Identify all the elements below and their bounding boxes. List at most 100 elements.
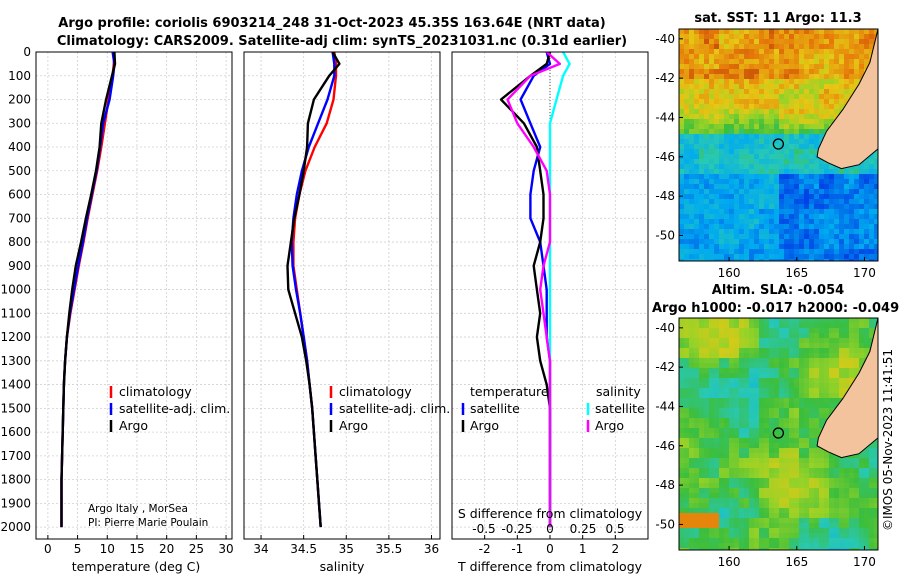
map-cell [699, 473, 705, 479]
map-cell [854, 169, 860, 175]
map-cell [874, 483, 878, 489]
map-cell [824, 318, 830, 324]
map-cell [704, 74, 710, 80]
map-cell [709, 493, 715, 499]
map-cell [759, 169, 765, 175]
map-cell [794, 403, 800, 409]
map-cell [819, 368, 825, 374]
map-cell [779, 548, 785, 550]
map-cell [724, 39, 730, 45]
map-cell [849, 189, 855, 195]
map-cell [694, 119, 700, 125]
map-cell [784, 388, 790, 394]
map-cell [849, 528, 855, 534]
map-cell [694, 104, 700, 110]
map-cell [714, 239, 720, 245]
map-cell [704, 44, 710, 50]
map-cell [809, 413, 815, 419]
map-cell [789, 363, 795, 369]
map-cell [684, 463, 690, 469]
map-cell [714, 498, 720, 504]
map-cell [804, 124, 810, 130]
map-cell [714, 463, 720, 469]
map-cell [779, 448, 785, 454]
map-cell [799, 518, 805, 524]
map-cell [704, 443, 710, 449]
map-cell [744, 44, 750, 50]
map-cell [724, 189, 730, 195]
map-cell [804, 239, 810, 245]
map-cell [799, 373, 805, 379]
map-cell [679, 164, 685, 170]
map-cell [729, 169, 735, 175]
map-cell [774, 393, 780, 399]
map-cell [754, 159, 760, 165]
map-cell [724, 59, 730, 65]
map-cell [684, 74, 690, 80]
map-cell [699, 214, 705, 220]
map-cell [719, 189, 725, 195]
map-cell [729, 164, 735, 170]
map-cell [779, 49, 785, 55]
map-cell [859, 348, 865, 354]
map-cell [764, 333, 770, 339]
map-cell [689, 214, 695, 220]
map-cell [844, 239, 850, 245]
map-cell [734, 323, 740, 329]
map-cell [844, 254, 850, 260]
map-cell [814, 109, 820, 115]
map-cell [749, 353, 755, 359]
map-cell [774, 179, 780, 185]
map-cell [754, 493, 760, 499]
map-cell [729, 174, 735, 180]
map-cell [804, 54, 810, 60]
map-cell [744, 149, 750, 155]
map-cell [824, 478, 830, 484]
map-cell [734, 134, 740, 140]
map-cell [784, 448, 790, 454]
map-cell [724, 179, 730, 185]
figure-title: Argo profile: coriolis 6903214_248 31-Oc… [58, 16, 605, 31]
map-cell [794, 234, 800, 240]
map-cell [739, 428, 745, 434]
map-cell [844, 363, 850, 369]
map-cell [819, 338, 825, 344]
map-cell [764, 343, 770, 349]
map-cell [709, 428, 715, 434]
map-cell [719, 149, 725, 155]
map-cell [869, 229, 875, 235]
map-cell [774, 523, 780, 529]
map-cell [699, 219, 705, 225]
map-cell [824, 488, 830, 494]
map-cell [764, 154, 770, 160]
map-cell [859, 249, 865, 255]
map-cell [839, 493, 845, 499]
map-cell [684, 408, 690, 414]
map-cell [794, 164, 800, 170]
legend-climatology-label: climatology [339, 384, 412, 399]
map-cell [704, 353, 710, 359]
map-cell [789, 328, 795, 334]
map-cell [689, 79, 695, 85]
map-cell [704, 129, 710, 135]
map-cell [729, 49, 735, 55]
map-cell [704, 199, 710, 205]
map-cell [809, 84, 815, 90]
map-cell [734, 493, 740, 499]
map-cell [694, 204, 700, 210]
map-cell [864, 199, 870, 205]
map-cell [819, 124, 825, 130]
map-cell [754, 453, 760, 459]
map-cell [794, 423, 800, 429]
map-cell [869, 234, 875, 240]
map-cell [679, 79, 685, 85]
map-cell [789, 428, 795, 434]
map-cell [694, 383, 700, 389]
map-cell [689, 219, 695, 225]
map-cell [714, 388, 720, 394]
map-cell [779, 239, 785, 245]
map-cell [849, 463, 855, 469]
map-cell [734, 333, 740, 339]
map-cell [809, 458, 815, 464]
map-cell [689, 104, 695, 110]
